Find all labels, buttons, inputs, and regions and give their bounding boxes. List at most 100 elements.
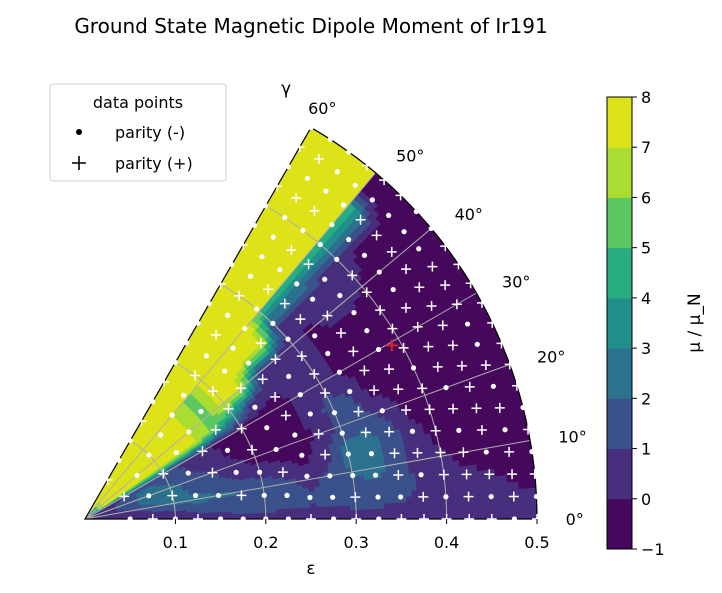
heatmap-cell (332, 500, 340, 507)
heatmap-cell (428, 500, 436, 508)
heatmap-cell (282, 508, 289, 513)
heatmap-cell (304, 502, 312, 508)
heatmap-cell (502, 503, 509, 513)
heatmap-cell (438, 480, 446, 489)
data-point-dot (334, 256, 340, 263)
heatmap-cell (429, 506, 436, 514)
heatmap-cell (287, 511, 295, 516)
data-point-dot (146, 493, 152, 499)
heatmap-cell (404, 484, 412, 492)
heatmap-cell (502, 496, 509, 505)
data-point-dot (304, 473, 310, 479)
chart-title: Ground State Magnetic Dipole Moment of I… (74, 14, 547, 38)
data-point-dot (257, 469, 263, 475)
data-point-dot (221, 368, 228, 374)
heatmap-cell (259, 512, 267, 517)
data-point-dot (347, 388, 353, 395)
heatmap-cell (411, 495, 419, 503)
heatmap-cell (501, 481, 509, 491)
data-point-dot (158, 432, 164, 438)
heatmap-cell (524, 487, 532, 497)
heatmap-cell (349, 504, 357, 511)
data-point-dot (299, 452, 305, 458)
heatmap-cell (416, 489, 424, 497)
data-point-dot (273, 446, 279, 453)
heatmap-cell (485, 511, 493, 520)
heatmap-cell (428, 488, 435, 496)
data-point-dot (134, 472, 140, 479)
data-point-dot (195, 320, 201, 326)
data-point-dot (277, 267, 283, 273)
heatmap-cell (405, 490, 413, 497)
heatmap-cell (316, 506, 323, 512)
heatmap-cell (478, 476, 485, 485)
heatmap-cell (434, 512, 442, 520)
heatmap-cell (406, 501, 413, 509)
heatmap-cell (518, 480, 525, 489)
heatmap-cell (299, 507, 306, 512)
data-point-dot (224, 312, 231, 318)
data-point-dot (285, 336, 291, 342)
heatmap-cell (495, 482, 503, 491)
heatmap-cell (412, 512, 419, 520)
heatmap-cell (422, 494, 430, 502)
heatmap-cell (382, 486, 390, 494)
heatmap-cell (406, 512, 414, 520)
heatmap-cell (383, 497, 390, 504)
heatmap-cell (387, 480, 395, 488)
heatmap-cell (518, 487, 526, 497)
heatmap-cell (461, 478, 469, 487)
heatmap-cell (254, 512, 261, 517)
heatmap-cell (389, 497, 396, 504)
data-point-dot (309, 296, 316, 302)
heatmap-cell (519, 503, 526, 512)
heatmap-cell (378, 503, 385, 510)
data-point-dot (307, 494, 313, 501)
data-point-dot (242, 325, 248, 332)
heatmap-cell (344, 504, 351, 511)
heatmap-cell (429, 512, 436, 520)
data-point-dot (443, 494, 449, 500)
heatmap-cell (480, 511, 487, 520)
data-point-dot (282, 214, 288, 221)
heatmap-cell (500, 474, 508, 483)
data-point-dot (218, 516, 224, 522)
heatmap-cell (524, 495, 532, 504)
heatmap-cell (344, 514, 351, 520)
heatmap-cell (293, 511, 300, 516)
heatmap-cell (321, 505, 329, 512)
heatmap-cell (525, 503, 532, 512)
heatmap-cell (496, 496, 504, 505)
data-point-dot (245, 360, 252, 366)
data-point-dot (192, 492, 199, 499)
data-point-dot (330, 494, 336, 500)
heatmap-cell (440, 506, 447, 514)
data-point-dot (375, 346, 382, 353)
heatmap-cell (409, 478, 417, 486)
heatmap-cell (474, 511, 481, 520)
data-point-dot (418, 472, 424, 478)
heatmap-cell (472, 477, 480, 486)
data-point-dot (300, 227, 306, 234)
heatmap-cell (473, 484, 480, 493)
heatmap-cell (513, 495, 521, 505)
heatmap-cell (451, 512, 459, 520)
heatmap-cell (462, 491, 469, 500)
heatmap-cell (384, 513, 391, 520)
heatmap-cell (491, 511, 498, 520)
data-point-dot (329, 222, 335, 228)
heatmap-cell (523, 479, 531, 489)
data-point-dot (224, 447, 231, 453)
heatmap-cell (426, 475, 434, 484)
heatmap-cell (451, 505, 459, 513)
data-point-dot (184, 340, 190, 346)
heatmap-cell (423, 512, 430, 520)
heatmap-cell (338, 509, 346, 515)
data-point-dot (172, 359, 178, 366)
data-point-dot (181, 392, 187, 398)
heatmap-cell (361, 513, 368, 520)
heatmap-cell (338, 514, 346, 520)
heatmap-cell (332, 505, 340, 511)
heatmap-cell (411, 489, 418, 497)
